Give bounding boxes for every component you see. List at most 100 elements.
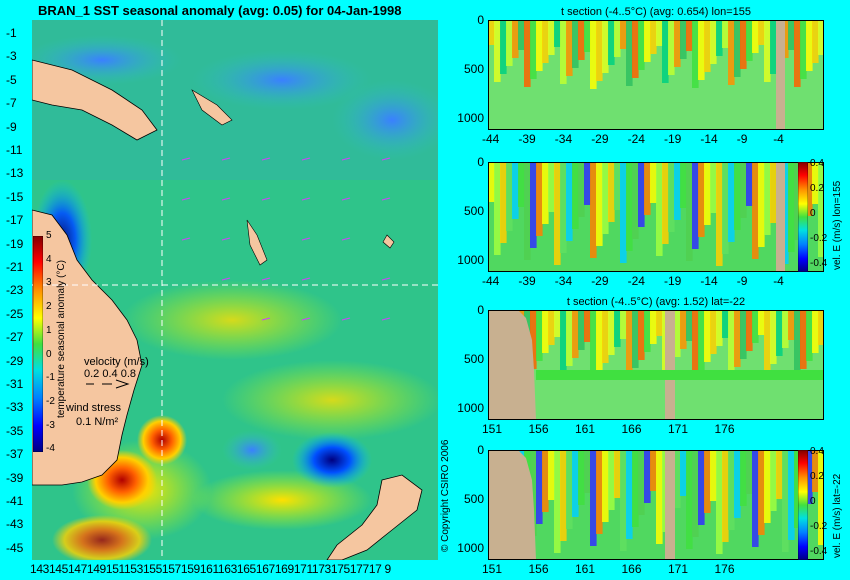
section-column — [770, 450, 777, 511]
section-column — [776, 310, 783, 356]
section-column — [596, 450, 603, 534]
section-column — [818, 20, 824, 55]
depth-tick-label: 500 — [463, 352, 484, 366]
section-column — [752, 20, 759, 53]
vel-section-lat-side-label: vel. E (m/s) lat=-22 — [832, 473, 843, 558]
section-column — [710, 310, 717, 354]
section-column — [806, 450, 813, 504]
vel-section-lon-colorbar — [798, 162, 808, 272]
colorbar-tick-label: -1 — [46, 372, 55, 384]
section-column — [602, 20, 609, 73]
section-column — [722, 162, 729, 254]
section-column — [740, 20, 747, 69]
section-column — [806, 20, 813, 71]
section-column — [554, 20, 561, 47]
lat-tick-label: -11 — [6, 143, 23, 157]
section-column — [692, 20, 699, 88]
section-column — [542, 162, 549, 224]
section-column — [560, 310, 567, 374]
section-column — [812, 162, 819, 204]
section-column — [572, 20, 579, 68]
map-colorbar — [33, 236, 43, 452]
depth-tick-label: 500 — [463, 62, 484, 76]
lat-tick-label: -35 — [6, 423, 24, 438]
section-column — [566, 310, 573, 366]
section-column — [680, 162, 687, 208]
plot-frame — [488, 310, 824, 420]
section-column — [704, 20, 711, 72]
section-column — [500, 20, 507, 74]
map-colorbar-label: temperature seasonal anomaly (°C) — [56, 260, 67, 418]
section-column — [602, 162, 609, 234]
lat-tick-label: -43 — [6, 517, 24, 532]
section-column — [632, 20, 639, 78]
section-column — [818, 310, 824, 345]
section-column — [764, 162, 771, 235]
section-column — [764, 450, 771, 523]
section-column — [716, 20, 723, 56]
section-band — [536, 370, 824, 380]
section-column — [812, 450, 819, 492]
section-column — [632, 450, 639, 527]
lat-tick-label: -39 — [6, 470, 24, 485]
colorbar-tick-label: 0.4 — [810, 446, 824, 457]
lat-tick-label: -37 — [6, 447, 24, 462]
section-column — [764, 310, 771, 372]
section-column — [674, 162, 681, 220]
section-column — [698, 20, 705, 80]
section-column — [650, 162, 657, 203]
section-column — [494, 162, 501, 255]
lat-tick-label: -29 — [6, 353, 24, 368]
section-column — [578, 162, 585, 217]
colorbar-tick-label: 3 — [46, 277, 52, 289]
x-tick-label: 161 — [575, 562, 596, 576]
x-tick-label: -39 — [518, 132, 536, 146]
section-column — [488, 162, 495, 202]
depth-tick-label: 1000 — [457, 253, 484, 267]
lat-tick-label: -25 — [6, 306, 24, 321]
section-column — [680, 450, 687, 496]
lat-tick-label: -33 — [6, 400, 24, 415]
section-column — [746, 162, 753, 206]
section-column — [626, 20, 633, 86]
depth-tick-label: 1000 — [457, 541, 484, 555]
t-section-lon-plot — [488, 20, 824, 130]
section-column — [782, 450, 789, 552]
plot-frame — [488, 450, 824, 560]
section-column — [656, 162, 663, 256]
section-column — [548, 310, 555, 345]
section-column — [734, 162, 741, 230]
section-column — [818, 162, 824, 257]
section-column — [794, 162, 801, 240]
section-column — [632, 162, 639, 239]
section-column — [680, 20, 687, 59]
section-column — [614, 450, 621, 498]
x-tick-label: -19 — [664, 274, 682, 288]
island — [191, 89, 233, 126]
section-column — [734, 310, 741, 367]
x-tick-label: -44 — [482, 274, 500, 288]
x-tick-label: -29 — [591, 132, 609, 146]
section-column — [530, 20, 537, 79]
land-new-zealand — [326, 474, 423, 560]
section-column — [740, 310, 747, 359]
section-column — [752, 310, 759, 343]
section-column — [512, 162, 519, 219]
section-column — [542, 20, 549, 63]
section-column — [608, 162, 615, 222]
section-column — [758, 310, 765, 335]
section-column — [782, 162, 789, 264]
section-column — [590, 450, 597, 546]
lat-tick-label: -17 — [6, 213, 24, 228]
island — [382, 234, 395, 249]
lat-tick-label: -23 — [6, 283, 24, 298]
map-title: BRAN_1 SST seasonal anomaly (avg: 0.05) … — [38, 3, 402, 18]
x-tick-label: 176 — [714, 422, 735, 436]
lat-tick-label: -13 — [6, 166, 24, 181]
section-column — [596, 20, 603, 81]
section-column — [512, 20, 519, 58]
section-column — [536, 162, 543, 236]
t-section-lat-plot — [488, 310, 824, 420]
section-column — [788, 450, 795, 540]
section-column — [590, 162, 597, 258]
